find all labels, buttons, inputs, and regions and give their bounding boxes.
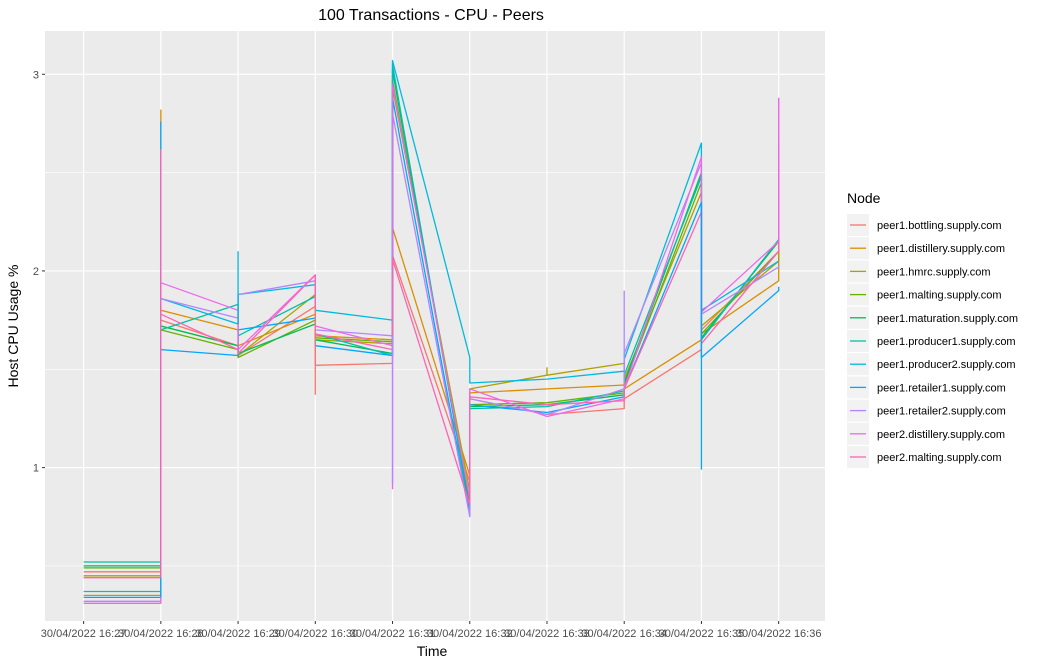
x-tick-label: 30/04/2022 16:30 (272, 628, 358, 640)
legend: Node peer1.bottling.supply.com peer1.dist… (847, 190, 1018, 468)
legend-label: peer2.distillery.supply.com (877, 429, 1005, 441)
y-tick-label: 2 (33, 266, 39, 278)
legend-label: peer1.hmrc.supply.com (877, 266, 991, 278)
legend-label: peer1.producer1.supply.com (877, 336, 1016, 348)
legend-label: peer1.malting.supply.com (877, 290, 1002, 302)
legend-title: Node (847, 190, 881, 206)
legend-item: peer1.bottling.supply.com (847, 214, 1002, 236)
x-axis-title: Time (417, 643, 448, 659)
legend-label: peer1.retailer1.supply.com (877, 382, 1006, 394)
x-tick-label: 30/04/2022 16:34 (581, 628, 667, 640)
legend-item: peer1.malting.supply.com (847, 283, 1002, 306)
x-tick-label: 30/04/2022 16:29 (195, 628, 281, 640)
x-tick-label: 30/04/2022 16:35 (659, 628, 745, 640)
x-tick-label: 30/04/2022 16:27 (41, 628, 127, 640)
y-axis-title: Host CPU Usage % (5, 265, 21, 388)
legend-label: peer1.bottling.supply.com (877, 220, 1002, 232)
legend-label: peer1.retailer2.supply.com (877, 406, 1006, 418)
legend-item: peer2.malting.supply.com (847, 446, 1002, 468)
series-line (83, 83, 780, 604)
legend-label: peer1.maturation.supply.com (877, 313, 1018, 325)
series-line (83, 59, 780, 593)
y-axis-ticks: 1 2 3 (33, 69, 45, 475)
legend-item: peer1.maturation.supply.com (847, 306, 1018, 329)
x-tick-label: 30/04/2022 16:28 (118, 628, 204, 640)
legend-item: peer1.distillery.supply.com (847, 237, 1005, 260)
legend-label: peer1.distillery.supply.com (877, 243, 1005, 255)
legend-item: peer1.retailer1.supply.com (847, 376, 1006, 399)
legend-items: peer1.bottling.supply.com peer1.distiller… (847, 214, 1018, 468)
legend-item: peer2.distillery.supply.com (847, 422, 1005, 445)
x-tick-label: 30/04/2022 16:33 (504, 628, 590, 640)
legend-label: peer2.malting.supply.com (877, 452, 1002, 464)
y-tick-label: 3 (33, 69, 39, 81)
y-tick-label: 1 (33, 463, 39, 475)
legend-item: peer1.producer2.supply.com (847, 353, 1016, 376)
x-tick-label: 30/04/2022 16:31 (350, 628, 436, 640)
legend-label: peer1.producer2.supply.com (877, 359, 1016, 371)
legend-item: peer1.producer1.supply.com (847, 330, 1016, 352)
chart-title: 100 Transactions - CPU - Peers (318, 7, 544, 24)
legend-item: peer1.hmrc.supply.com (847, 260, 991, 283)
x-tick-label: 30/04/2022 16:36 (736, 628, 822, 640)
legend-item: peer1.retailer2.supply.com (847, 399, 1006, 422)
grid-minor (45, 172, 825, 567)
x-tick-label: 30/04/2022 16:32 (427, 628, 513, 640)
series-layer (83, 59, 780, 604)
